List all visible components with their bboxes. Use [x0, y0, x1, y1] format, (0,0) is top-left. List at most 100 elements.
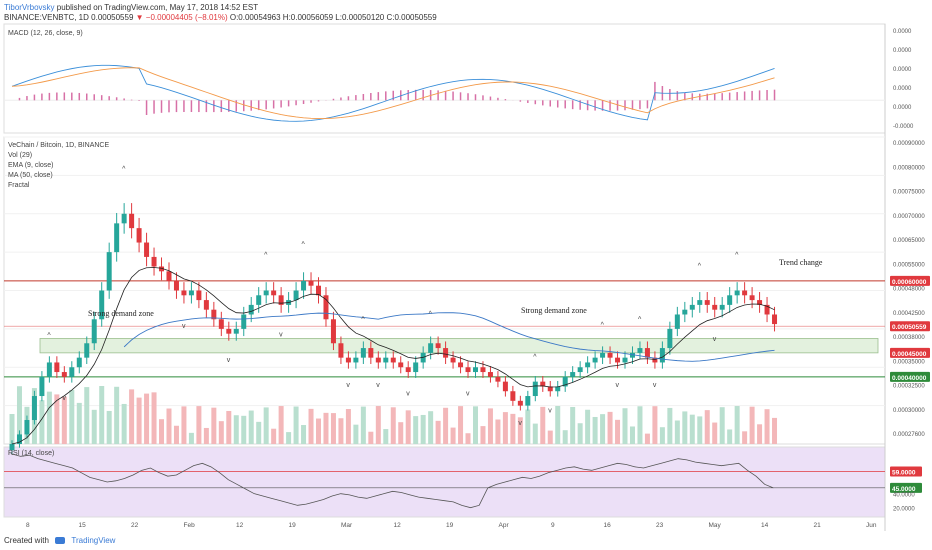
- candle: [84, 343, 90, 358]
- candle: [211, 309, 217, 320]
- annotation-trend-change: Trend change: [779, 258, 823, 267]
- volume-bar: [188, 432, 194, 444]
- x-axis-label: 19: [289, 522, 297, 529]
- candle: [749, 295, 755, 301]
- volume-bar: [600, 414, 606, 444]
- macd-line: [11, 64, 775, 122]
- candle: [375, 357, 381, 363]
- candle: [734, 290, 740, 296]
- x-axis-label: 22: [131, 522, 139, 529]
- candle: [203, 300, 209, 310]
- rsi-label: RSI (14, close): [8, 450, 55, 457]
- candle: [46, 362, 52, 377]
- x-axis-label: May: [709, 522, 722, 529]
- volume-bar: [458, 406, 464, 444]
- candle: [764, 304, 770, 315]
- candle: [114, 223, 120, 253]
- ma-line: [123, 312, 775, 362]
- candle: [585, 362, 591, 368]
- fractal-up-marker: ^: [638, 317, 642, 324]
- volume-bar: [91, 409, 97, 444]
- price-panel-title: VeChain / Bitcoin, 1D, BINANCE: [8, 142, 110, 149]
- published-text: published on TradingView.com, May 17, 20…: [56, 3, 259, 12]
- fractal-up-marker: ^: [302, 241, 306, 248]
- macd-label: MACD (12, 26, close, 9): [8, 30, 83, 37]
- candle: [615, 357, 621, 363]
- fractal-down-marker: v: [466, 391, 470, 398]
- volume-bar: [704, 410, 710, 444]
- volume-bar: [398, 422, 404, 444]
- candle: [443, 348, 449, 358]
- candle: [674, 314, 680, 329]
- ohlc-values: O:0.00054963 H:0.00056059 L:0.00050120 C…: [229, 13, 437, 22]
- candle: [151, 256, 157, 267]
- x-axis-label: 23: [656, 522, 664, 529]
- x-axis-label: Apr: [499, 522, 510, 529]
- fractal-label: Fractal: [8, 182, 30, 189]
- price-badge: [890, 321, 930, 332]
- fractal-down-marker: v: [279, 332, 283, 339]
- price-tick-label: 0.00055000: [893, 262, 925, 268]
- volume-bar: [263, 407, 269, 444]
- price-tick-label: 0.00080000: [893, 165, 925, 171]
- volume-bar: [689, 414, 695, 444]
- candle: [121, 213, 127, 224]
- volume-bar: [368, 431, 374, 444]
- fractal-down-marker: v: [653, 382, 657, 389]
- volume-bar: [360, 406, 366, 444]
- x-axis-label: 12: [394, 522, 402, 529]
- footer-brand[interactable]: TradingView: [71, 536, 116, 545]
- volume-bar: [383, 429, 389, 444]
- volume-bar: [9, 414, 15, 444]
- candle: [233, 328, 239, 334]
- volume-bar: [577, 423, 583, 444]
- volume-bar: [256, 421, 262, 444]
- volume-bar: [286, 432, 292, 444]
- candle: [353, 357, 359, 363]
- candle: [465, 367, 471, 373]
- fractal-down-marker: v: [713, 336, 717, 343]
- candle: [196, 290, 202, 301]
- candle: [540, 381, 546, 387]
- volume-bar: [226, 410, 232, 444]
- candle: [31, 396, 37, 421]
- rsi-badge: [890, 466, 922, 477]
- volume-bar: [84, 387, 90, 444]
- volume-bar: [316, 418, 322, 444]
- candle: [129, 213, 135, 229]
- volume-bar: [764, 409, 770, 444]
- candle: [308, 280, 314, 286]
- candle: [9, 444, 15, 451]
- rsi-panel: [3, 446, 886, 518]
- price-tick-label: 0.00090000: [893, 141, 925, 147]
- candle: [629, 352, 635, 358]
- candle: [166, 271, 172, 281]
- candle: [652, 357, 658, 363]
- candle: [532, 381, 538, 397]
- fractal-down-marker: v: [518, 420, 522, 427]
- price-tick-label: 0.00065000: [893, 238, 925, 244]
- author-link[interactable]: TiborVrbovsky: [4, 3, 55, 12]
- volume-bar: [166, 408, 172, 444]
- macd-tick-label: 0.0000: [893, 29, 912, 35]
- macd-signal-line: [11, 67, 775, 120]
- candle: [136, 228, 142, 243]
- candle: [555, 386, 561, 392]
- candle: [719, 304, 725, 310]
- candle: [562, 376, 568, 387]
- fractal-up-marker: ^: [698, 263, 702, 270]
- volume-bar: [196, 406, 202, 444]
- volume-bar: [719, 407, 725, 444]
- price-badge: [890, 347, 930, 358]
- macd-tick-label: 0.0000: [893, 105, 912, 111]
- candle: [76, 357, 82, 368]
- candle: [271, 290, 277, 296]
- volume-bar: [667, 407, 673, 444]
- candle: [24, 420, 30, 435]
- candle: [682, 309, 688, 315]
- candle: [345, 357, 351, 363]
- volume-bar: [203, 427, 209, 444]
- fractal-down-marker: v: [548, 408, 552, 415]
- candle: [256, 295, 262, 305]
